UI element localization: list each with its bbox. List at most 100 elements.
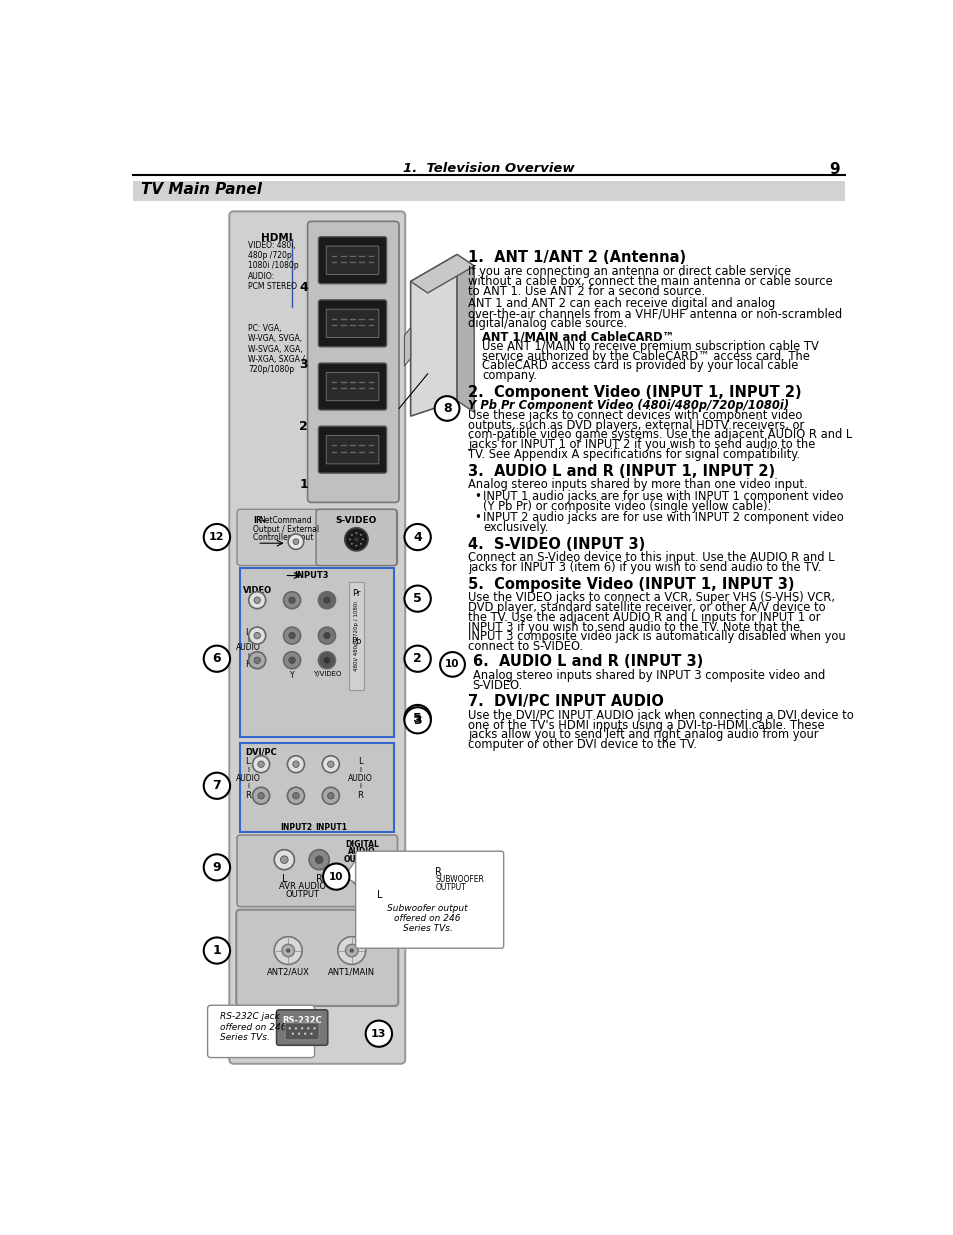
Circle shape xyxy=(297,1032,300,1035)
Circle shape xyxy=(365,1020,392,1047)
Circle shape xyxy=(289,597,295,604)
Text: L: L xyxy=(376,890,382,900)
Circle shape xyxy=(309,850,329,869)
Bar xyxy=(240,743,394,832)
Text: 2.  Component Video (INPUT 1, INPUT 2): 2. Component Video (INPUT 1, INPUT 2) xyxy=(468,385,801,400)
Text: Y Pb Pr Component Video (480i/480p/720p/1080i): Y Pb Pr Component Video (480i/480p/720p/… xyxy=(468,399,788,412)
Text: 4: 4 xyxy=(413,531,421,543)
Circle shape xyxy=(439,652,464,677)
Circle shape xyxy=(313,1028,315,1030)
Text: Y/VIDEO: Y/VIDEO xyxy=(313,671,341,677)
Circle shape xyxy=(352,867,372,887)
Text: 1: 1 xyxy=(299,478,308,490)
Text: INPUT3: INPUT3 xyxy=(294,571,329,580)
Circle shape xyxy=(249,652,266,668)
Circle shape xyxy=(304,1032,306,1035)
Text: INPUT 2 audio jacks are for use with INPUT 2 component video: INPUT 2 audio jacks are for use with INP… xyxy=(483,511,843,525)
Text: L: L xyxy=(281,873,287,883)
Text: 6: 6 xyxy=(213,652,221,666)
Circle shape xyxy=(404,855,431,881)
Text: Pb: Pb xyxy=(351,637,361,646)
Text: to ANT 1. Use ANT 2 for a second source.: to ANT 1. Use ANT 2 for a second source. xyxy=(468,284,704,298)
Circle shape xyxy=(310,1032,313,1035)
Circle shape xyxy=(286,948,290,952)
Text: digital/analog cable source.: digital/analog cable source. xyxy=(468,316,626,330)
Text: 3: 3 xyxy=(299,358,308,372)
Text: 11: 11 xyxy=(410,862,425,872)
Circle shape xyxy=(327,793,334,799)
FancyBboxPatch shape xyxy=(318,426,386,473)
Text: outputs, such as DVD players, external HDTV receivers, or: outputs, such as DVD players, external H… xyxy=(468,419,803,432)
Circle shape xyxy=(318,627,335,645)
Text: 9: 9 xyxy=(213,861,221,874)
Circle shape xyxy=(351,534,353,536)
Circle shape xyxy=(344,527,368,551)
Text: R: R xyxy=(435,867,442,877)
FancyBboxPatch shape xyxy=(307,221,398,503)
Circle shape xyxy=(323,863,349,889)
Text: PC: VGA,
W-VGA, SVGA,
W-SVGA, XGA,
W-XGA, SXGA /
720p/1080p: PC: VGA, W-VGA, SVGA, W-SVGA, XGA, W-XGA… xyxy=(248,324,304,374)
FancyBboxPatch shape xyxy=(318,300,386,347)
Circle shape xyxy=(318,652,335,668)
Text: Use the DVI/PC INPUT AUDIO jack when connecting a DVI device to: Use the DVI/PC INPUT AUDIO jack when con… xyxy=(468,709,853,722)
Text: AUDIO: AUDIO xyxy=(235,643,260,652)
Text: 9: 9 xyxy=(828,162,840,177)
Circle shape xyxy=(249,592,266,609)
Circle shape xyxy=(294,1028,296,1030)
Text: AVR AUDIO: AVR AUDIO xyxy=(278,882,325,890)
Polygon shape xyxy=(344,857,357,884)
Text: INPUT2: INPUT2 xyxy=(279,823,312,831)
Circle shape xyxy=(349,538,351,540)
Circle shape xyxy=(253,657,260,663)
Text: 480i/ 480p / 720p / 1080i: 480i/ 480p / 720p / 1080i xyxy=(354,600,358,671)
Text: I: I xyxy=(247,783,249,789)
Circle shape xyxy=(307,1028,309,1030)
Text: ANT 1 and ANT 2 can each receive digital and analog: ANT 1 and ANT 2 can each receive digital… xyxy=(468,298,775,310)
Text: 7.  DVI/PC INPUT AUDIO: 7. DVI/PC INPUT AUDIO xyxy=(468,694,663,709)
FancyBboxPatch shape xyxy=(229,211,405,1063)
Text: ANT2/AUX: ANT2/AUX xyxy=(267,967,310,977)
FancyBboxPatch shape xyxy=(236,910,397,1007)
Text: INPUT 3 if you wish to send audio to the TV. Note that the: INPUT 3 if you wish to send audio to the… xyxy=(468,621,800,634)
Circle shape xyxy=(404,705,431,731)
Circle shape xyxy=(253,787,270,804)
Circle shape xyxy=(322,787,339,804)
Text: DIGITAL: DIGITAL xyxy=(345,840,378,848)
FancyBboxPatch shape xyxy=(326,372,378,401)
Text: OUTPUT: OUTPUT xyxy=(285,890,319,899)
Text: 13: 13 xyxy=(371,1029,386,1039)
Circle shape xyxy=(293,538,298,545)
FancyBboxPatch shape xyxy=(285,1023,319,1040)
Circle shape xyxy=(405,866,427,888)
FancyBboxPatch shape xyxy=(236,509,397,566)
FancyBboxPatch shape xyxy=(276,1010,328,1045)
Text: L: L xyxy=(245,757,250,766)
Circle shape xyxy=(359,534,361,536)
Circle shape xyxy=(357,873,365,881)
Text: R: R xyxy=(357,792,363,800)
Circle shape xyxy=(359,543,361,545)
Circle shape xyxy=(282,945,294,957)
Circle shape xyxy=(257,793,264,799)
Text: connect to S-VIDEO.: connect to S-VIDEO. xyxy=(468,640,582,653)
Circle shape xyxy=(287,787,304,804)
Circle shape xyxy=(253,632,260,638)
Circle shape xyxy=(404,585,431,611)
Text: Use the VIDEO jacks to connect a VCR, Super VHS (S-VHS) VCR,: Use the VIDEO jacks to connect a VCR, Su… xyxy=(468,592,834,604)
Text: R: R xyxy=(245,661,251,669)
Circle shape xyxy=(288,534,303,550)
Text: computer or other DVI device to the TV.: computer or other DVI device to the TV. xyxy=(468,739,696,751)
Polygon shape xyxy=(456,254,474,412)
Text: Analog stereo inputs shared by more than one video input.: Analog stereo inputs shared by more than… xyxy=(468,478,807,492)
Circle shape xyxy=(253,597,260,604)
Circle shape xyxy=(404,524,431,550)
Text: Analog stereo inputs shared by INPUT 3 composite video and: Analog stereo inputs shared by INPUT 3 c… xyxy=(472,669,824,682)
Text: L: L xyxy=(245,627,250,637)
Bar xyxy=(133,180,843,200)
Text: Use ANT 1/MAIN to receive premium subscription cable TV: Use ANT 1/MAIN to receive premium subscr… xyxy=(481,340,818,353)
Circle shape xyxy=(274,936,302,965)
Text: AUDIO: AUDIO xyxy=(348,847,375,856)
Text: jacks for INPUT 3 (item 6) if you wish to send audio to the TV.: jacks for INPUT 3 (item 6) if you wish t… xyxy=(468,561,821,574)
Text: I: I xyxy=(247,652,249,658)
Circle shape xyxy=(337,936,365,965)
